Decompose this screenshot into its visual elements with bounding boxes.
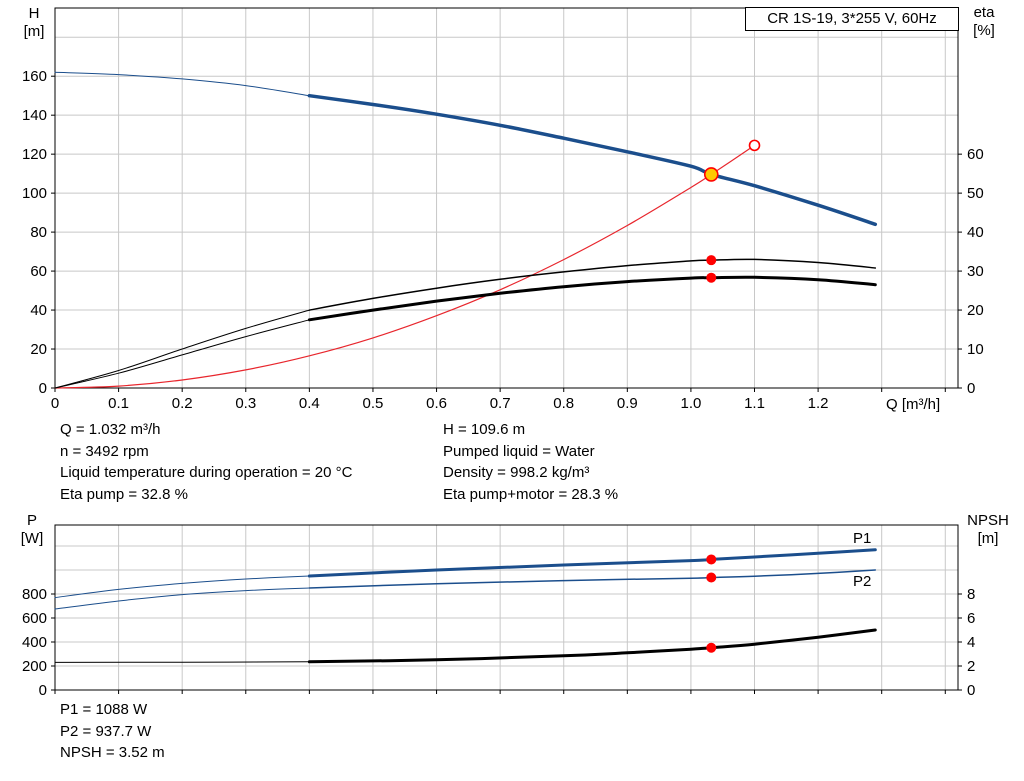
curve-p1-leadin	[54, 575, 310, 599]
p-axis-label: P [W]	[12, 512, 52, 548]
x-tick-label: 1.2	[808, 395, 829, 412]
y-left-tick-label: 0	[39, 682, 47, 699]
x-tick-label: 0.5	[363, 395, 384, 412]
curve-npsh-leadin	[54, 661, 310, 663]
y-right-tick-label: 0	[967, 682, 975, 699]
info-line: P1 = 1088 W	[60, 701, 148, 718]
npsh-axis-label-symbol: NPSH	[967, 512, 1009, 529]
info-line: Pumped liquid = Water	[443, 442, 595, 460]
curve-eta-pump-leadin	[54, 309, 310, 389]
eta-pump-point	[706, 255, 717, 266]
eta-axis-label-unit: [%]	[973, 22, 995, 39]
p-axis-label-unit: [W]	[20, 530, 44, 547]
info-line: H = 109.6 m	[443, 421, 526, 438]
eta-axis-label-symbol: eta	[973, 4, 995, 21]
y-right-tick-label: 8	[967, 586, 975, 603]
y-left-tick-label: 80	[30, 224, 47, 241]
x-tick-label: 0.1	[108, 395, 129, 412]
p2-curve-label: P2	[853, 573, 872, 590]
y-left-tick-label: 400	[22, 634, 47, 651]
info-line: Liquid temperature during operation = 20…	[60, 464, 353, 481]
y-left-tick-label: 0	[39, 380, 47, 397]
h-axis-label: H [m]	[14, 5, 54, 41]
info-line: n = 3492 rpm	[60, 442, 149, 460]
system-curve-end-point	[748, 139, 761, 152]
y-left-tick-label: 200	[22, 658, 47, 675]
y-left-tick-label: 600	[22, 610, 47, 627]
curve-p2-curve	[308, 569, 877, 589]
x-tick-label: 1.0	[680, 395, 701, 412]
pump-title-box: CR 1S-19, 3*255 V, 60Hz	[745, 7, 959, 31]
y-right-tick-label: 10	[967, 341, 984, 358]
npsh-point	[706, 642, 717, 653]
duty-info-right-column: H = 109.6 m Pumped liquid = Water Density …	[443, 419, 618, 505]
y-left-tick-label: 120	[22, 146, 47, 163]
y-left-tick-label: 160	[22, 68, 47, 85]
power-npsh-info-column: P1 = 1088 W P2 = 937.7 W NPSH = 3.52 m	[60, 699, 165, 764]
duty-info-left-column: Q = 1.032 m³/h n = 3492 rpm Liquid tempera…	[60, 419, 352, 505]
info-line: Q = 1.032 m³/h	[60, 421, 161, 438]
curve-p2-leadin	[54, 587, 310, 610]
p1-point	[706, 554, 717, 565]
x-tick-label: 0.8	[553, 395, 574, 412]
y-right-tick-label: 6	[967, 610, 975, 627]
y-right-tick-label: 60	[967, 146, 984, 163]
x-tick-label: 0	[51, 395, 59, 412]
x-tick-label: 1.1	[744, 395, 765, 412]
curve-npsh-curve	[307, 628, 877, 664]
x-tick-label: 0.4	[299, 395, 320, 412]
curve-h-curve	[307, 93, 878, 227]
eta-axis-label: eta [%]	[962, 4, 1006, 40]
info-line: P2 = 937.7 W	[60, 722, 152, 740]
plot-frame	[54, 7, 959, 389]
h-axis-label-unit: [m]	[23, 23, 45, 40]
y-left-tick-label: 800	[22, 586, 47, 603]
x-tick-label: 0.3	[235, 395, 256, 412]
info-line: NPSH = 3.52 m	[60, 744, 165, 761]
y-left-tick-label: 20	[30, 341, 47, 358]
y-right-tick-label: 50	[967, 185, 984, 202]
p-axis-label-symbol: P	[26, 512, 37, 529]
y-right-tick-label: 4	[967, 634, 975, 651]
curve-eta-pump-motor-leadin	[54, 319, 310, 389]
npsh-axis-label-unit: [m]	[977, 530, 999, 547]
y-left-tick-label: 140	[22, 107, 47, 124]
npsh-axis-label: NPSH [m]	[958, 512, 1018, 548]
p1-curve-label: P1	[853, 530, 872, 547]
info-line: Eta pump+motor = 28.3 %	[443, 485, 619, 503]
h-axis-label-symbol: H	[28, 5, 40, 22]
eta-pump-motor-point	[706, 272, 717, 283]
x-tick-label: 0.9	[617, 395, 638, 412]
plot-frame	[54, 524, 959, 691]
y-left-tick-label: 40	[30, 302, 47, 319]
x-tick-label: 0.2	[172, 395, 193, 412]
curve-system-curve	[54, 144, 756, 389]
curve-eta-pump-motor	[307, 275, 877, 322]
y-right-tick-label: 40	[967, 224, 984, 241]
p2-point	[706, 572, 717, 583]
curve-p1-curve	[307, 548, 877, 578]
curve-h-curve-leadin	[54, 71, 310, 97]
y-right-tick-label: 20	[967, 302, 984, 319]
y-right-tick-label: 0	[967, 380, 975, 397]
q-axis-label: Q [m³/h]	[886, 396, 941, 413]
head-efficiency-chart: 0 0.1 0.2 0.3 0.4 0.5 0.6 0.7 0.8 0.9 1.0 1.1 1.2 0 20…	[22, 7, 984, 412]
x-tick-label: 0.6	[426, 395, 447, 412]
duty-point	[703, 167, 719, 182]
y-left-tick-label: 100	[22, 185, 47, 202]
y-left-tick-label: 60	[30, 263, 47, 280]
y-right-tick-label: 30	[967, 263, 984, 280]
power-npsh-chart: 0 200 400 600 800 0 2 4 6 8	[22, 524, 975, 699]
y-right-tick-label: 2	[967, 658, 975, 675]
info-line: Density = 998.2 kg/m³	[443, 464, 590, 481]
x-tick-label: 0.7	[490, 395, 511, 412]
info-line: Eta pump = 32.8 %	[60, 485, 188, 503]
curve-eta-pump	[308, 258, 877, 311]
